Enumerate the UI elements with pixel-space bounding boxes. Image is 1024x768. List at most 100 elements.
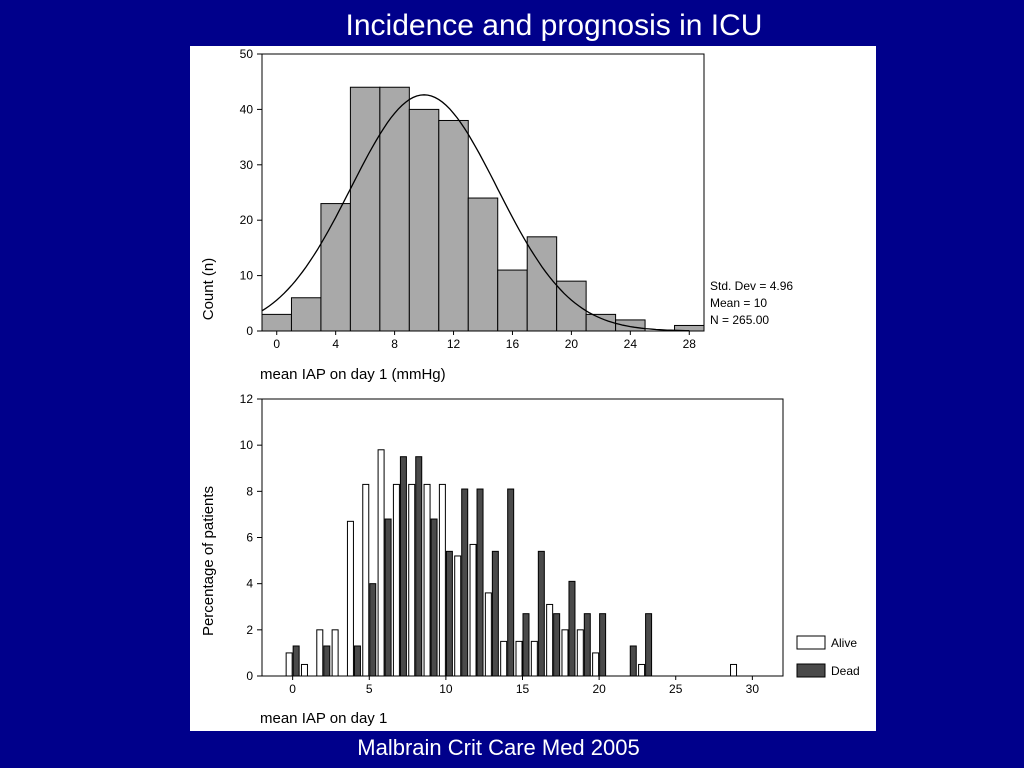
dead-bar (645, 613, 653, 677)
grouped-bar-chart: 0 2 4 6 8 10 12 0 5 10 15 20 25 30 mean IAP on day 1 Pe… (200, 392, 860, 727)
stat-label: Mean = 10 (710, 296, 767, 310)
histogram-bar (556, 280, 587, 332)
dead-bar (461, 488, 469, 677)
alive-bar (316, 629, 324, 677)
alive-bar (408, 483, 416, 677)
histogram-bar (379, 86, 410, 332)
x-tick-label: 16 (506, 337, 520, 351)
alive-bar (530, 640, 538, 677)
alive-bar (300, 663, 308, 677)
x-axis-label: mean IAP on day 1 (mmHg) (260, 366, 446, 383)
x-tick-label: 24 (624, 337, 638, 351)
dead-bar (583, 613, 591, 677)
x-tick-label: 5 (366, 682, 373, 696)
x-tick-label: 4 (332, 337, 339, 351)
x-axis-label: mean IAP on day 1 (260, 710, 387, 727)
alive-bar (438, 483, 446, 677)
x-tick-label: 30 (746, 682, 760, 696)
dead-bar (629, 645, 637, 677)
x-tick-label: 20 (565, 337, 579, 351)
y-tick-label: 40 (240, 102, 254, 116)
stat-label: N = 265.00 (710, 313, 769, 327)
alive-bar (638, 663, 646, 677)
alive-bar (484, 592, 492, 677)
legend-swatch-dead (796, 663, 826, 678)
dead-bar (599, 613, 607, 677)
alive-bar (515, 640, 523, 677)
x-tick-label: 20 (592, 682, 606, 696)
histogram-bar (320, 203, 351, 332)
stat-label: Std. Dev = 4.96 (710, 279, 793, 293)
y-tick-label: 0 (246, 324, 253, 338)
dead-bar (323, 645, 331, 677)
histogram-bar (497, 269, 528, 332)
dead-bar (553, 613, 561, 677)
y-tick-label: 10 (240, 438, 254, 452)
histogram-chart: 0 10 20 30 40 50 0 4 8 12 16 20 24 28 mean IAP on day … (200, 47, 793, 383)
dead-bar (568, 580, 576, 677)
dead-bar (430, 518, 438, 677)
dead-bar (353, 645, 361, 677)
x-tick-label: 28 (683, 337, 697, 351)
y-tick-label: 0 (246, 669, 253, 683)
y-tick-label: 4 (246, 577, 253, 591)
dead-bar (415, 456, 423, 677)
alive-bar (500, 640, 508, 677)
alive-bar (377, 449, 385, 677)
histogram-bar (467, 197, 499, 332)
alive-bar (592, 652, 600, 677)
x-tick-label: 0 (289, 682, 296, 696)
dead-bar (507, 488, 515, 677)
histogram-bar (408, 108, 440, 332)
y-tick-label: 2 (246, 623, 253, 637)
legend-label-alive: Alive (831, 636, 857, 650)
x-tick-label: 25 (669, 682, 683, 696)
alive-bar (423, 483, 431, 677)
alive-bar (546, 603, 554, 677)
alive-bar (469, 543, 477, 677)
y-tick-label: 20 (240, 213, 254, 227)
alive-bar (576, 629, 584, 677)
dead-bar (399, 456, 407, 677)
x-tick-label: 12 (447, 337, 461, 351)
legend-label-dead: Dead (831, 664, 860, 678)
y-tick-label: 50 (240, 47, 254, 61)
y-tick-label: 6 (246, 531, 253, 545)
alive-bar (285, 652, 293, 677)
alive-bar (362, 483, 370, 677)
histogram-bar (290, 297, 322, 332)
y-axis-label: Percentage of patients (200, 486, 217, 636)
y-tick-label: 12 (240, 392, 254, 406)
histogram-bar (526, 236, 558, 332)
y-tick-label: 10 (240, 269, 254, 283)
y-tick-label: 8 (246, 484, 253, 498)
alive-bar (730, 663, 738, 677)
dead-bar (476, 488, 484, 677)
dead-bar (537, 550, 545, 677)
citation: Malbrain Crit Care Med 2005 (357, 735, 640, 760)
histogram-bar (615, 319, 646, 332)
slide-title: Incidence and prognosis in ICU (345, 9, 763, 42)
histogram-bar (349, 86, 381, 332)
dead-bar (292, 645, 300, 677)
histogram-bar (438, 119, 469, 332)
alive-bar (331, 629, 339, 677)
histogram-bar (261, 313, 292, 332)
x-tick-label: 0 (273, 337, 280, 351)
alive-bar (392, 483, 400, 677)
y-axis-label: Count (n) (200, 258, 217, 321)
x-tick-label: 8 (391, 337, 398, 351)
normal-curve-line (261, 94, 690, 332)
dead-bar (445, 550, 453, 677)
alive-bar (454, 555, 462, 677)
figure-panel: 0 10 20 30 40 50 0 4 8 12 16 20 24 28 mean IAP on day … (190, 46, 876, 731)
dead-bar (491, 550, 499, 677)
dead-bar (384, 518, 392, 677)
dead-bar (369, 583, 377, 677)
x-tick-label: 10 (439, 682, 453, 696)
x-tick-label: 15 (516, 682, 530, 696)
alive-bar (561, 629, 569, 677)
legend-swatch-alive (796, 635, 826, 650)
alive-bar (346, 520, 354, 677)
